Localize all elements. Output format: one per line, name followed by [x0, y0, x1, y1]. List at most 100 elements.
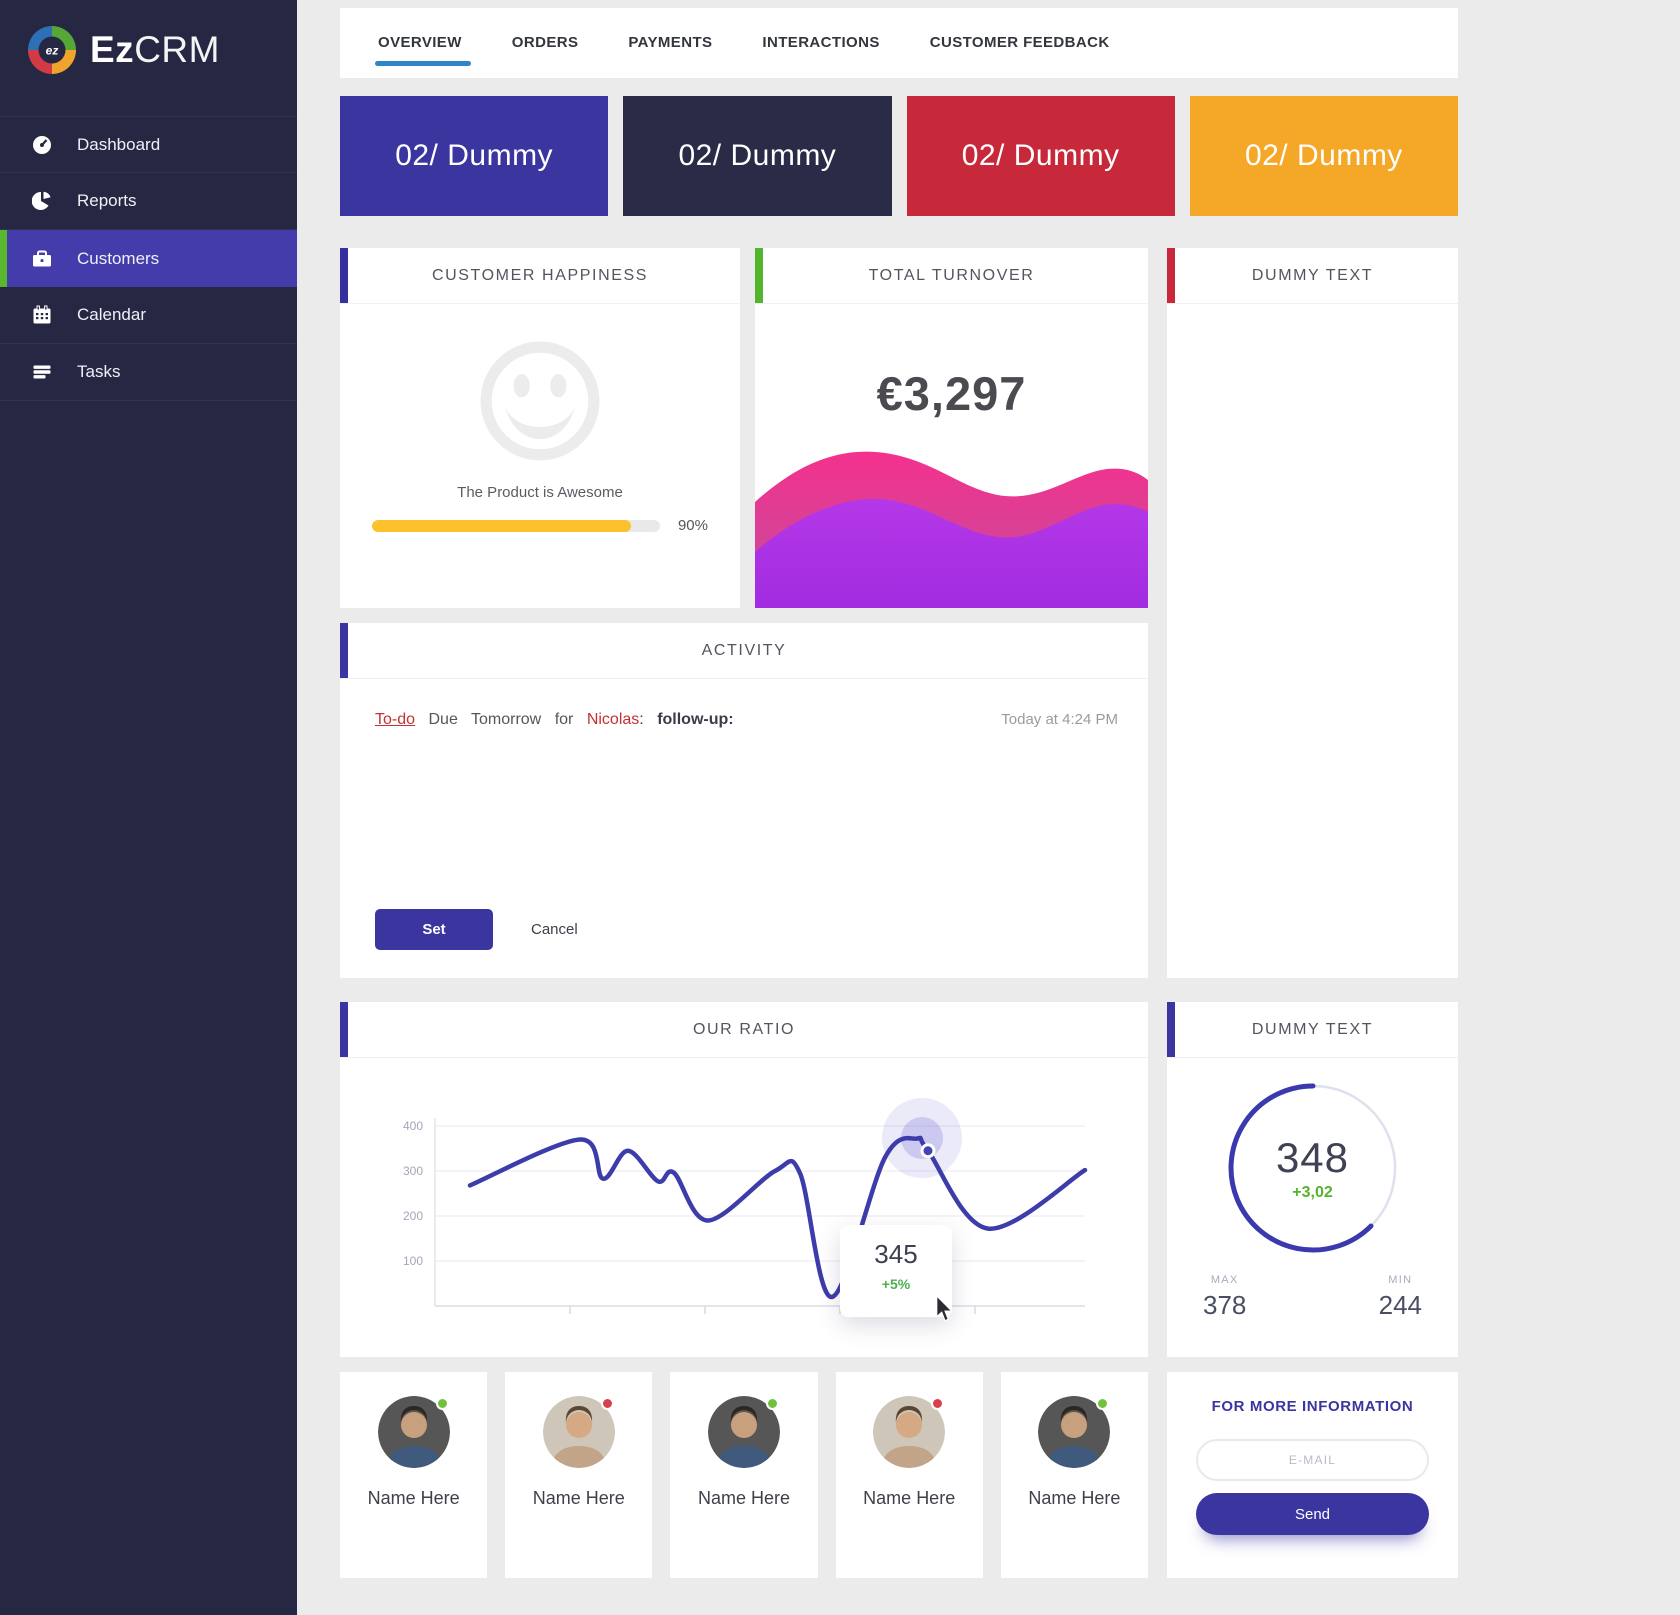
tab-overview[interactable]: OVERVIEW: [375, 8, 471, 78]
tab-interactions[interactable]: INTERACTIONS: [762, 34, 880, 51]
entry-task: follow-up:: [657, 711, 734, 728]
entry-separator: :: [639, 711, 644, 728]
card-header: DUMMY TEXT: [1167, 1002, 1458, 1058]
total-turnover-card: TOTAL TURNOVER €3,297: [755, 248, 1148, 608]
y-tick-label: 300: [403, 1164, 423, 1178]
dummy-text-card: DUMMY TEXT: [1167, 248, 1458, 978]
gauge-value: 348: [1275, 1134, 1350, 1181]
customers-icon: [32, 249, 52, 269]
main-area: OVERVIEW ORDERS PAYMENTS INTERACTIONS CU…: [297, 0, 1680, 1578]
sidebar: EzCRM Dashboard Reports Customers Cale: [0, 0, 297, 1615]
card-title: OUR RATIO: [692, 1021, 796, 1038]
gauge-min-value: 244: [1378, 1290, 1422, 1320]
ratio-marker-dot: [920, 1143, 936, 1159]
accent-bar: [1167, 248, 1175, 303]
y-tick-label: 400: [403, 1119, 423, 1133]
calendar-icon: [32, 305, 52, 325]
ezcrm-logo-icon: [28, 26, 76, 74]
stat-card[interactable]: 02/ Dummy: [340, 96, 609, 216]
sidebar-item-dashboard[interactable]: Dashboard: [0, 116, 297, 173]
status-dot: [1096, 1397, 1110, 1410]
contact-card[interactable]: Name Here: [1000, 1372, 1148, 1578]
gauge-delta: +3,02: [1292, 1184, 1333, 1201]
tab-payments[interactable]: PAYMENTS: [628, 34, 713, 51]
brand-light: CRM: [134, 29, 220, 70]
set-button[interactable]: Set: [375, 909, 493, 950]
contact-name: Name Here: [697, 1488, 790, 1508]
activity-card: ACTIVITY To-do Due Tomorrow for Nicolas:…: [340, 623, 1148, 978]
email-input[interactable]: [1196, 1439, 1429, 1481]
gauge-max-label: MAX: [1210, 1274, 1239, 1286]
tab-bar: OVERVIEW ORDERS PAYMENTS INTERACTIONS CU…: [340, 8, 1458, 78]
activity-entry: To-do Due Tomorrow for Nicolas: follow-u…: [340, 679, 1148, 729]
mouse-cursor-icon: [936, 1296, 954, 1322]
stat-card[interactable]: 02/ Dummy: [623, 96, 892, 216]
sidebar-item-label: Dashboard: [77, 134, 161, 154]
activity-timestamp: Today at 4:24 PM: [1001, 711, 1118, 728]
progress-percent-label: 90%: [677, 517, 708, 534]
status-dot: [435, 1397, 449, 1410]
todo-link[interactable]: To-do: [375, 711, 416, 728]
card-title: ACTIVITY: [701, 642, 787, 659]
chart-tooltip: 345 +5%: [840, 1225, 952, 1317]
contact-card[interactable]: Name Here: [505, 1372, 653, 1578]
contact-card[interactable]: Name Here: [835, 1372, 983, 1578]
card-title: DUMMY TEXT: [1251, 267, 1374, 284]
card-title: CUSTOMER HAPPINESS: [431, 267, 649, 284]
tab-orders[interactable]: ORDERS: [511, 34, 579, 51]
card-header: CUSTOMER HAPPINESS: [340, 248, 740, 304]
ratio-chart-area: 400 300 200 100 345 +5%: [340, 1058, 1148, 1359]
ratio-line-chart: 400 300 200 100: [403, 1098, 1088, 1314]
contact-card[interactable]: Name Here: [340, 1372, 488, 1578]
app-logo: EzCRM: [0, 0, 297, 74]
contact-card[interactable]: Name Here: [670, 1372, 818, 1578]
sidebar-item-calendar[interactable]: Calendar: [0, 287, 297, 344]
happiness-progress: 90%: [372, 517, 708, 534]
sidebar-item-label: Customers: [77, 248, 160, 268]
sidebar-item-label: Tasks: [77, 362, 121, 381]
y-tick-label: 200: [403, 1209, 423, 1223]
tasks-icon: [32, 362, 52, 382]
status-dot: [765, 1397, 779, 1410]
progress-track: [372, 519, 660, 532]
smiley-icon: [480, 341, 600, 461]
stat-card[interactable]: 02/ Dummy: [906, 96, 1175, 216]
contact-name: Name Here: [367, 1488, 460, 1508]
info-card: FOR MORE INFORMATION Send: [1167, 1372, 1458, 1578]
info-title: FOR MORE INFORMATION: [1211, 1398, 1414, 1415]
reports-icon: [32, 191, 52, 211]
contact-name: Name Here: [863, 1488, 956, 1508]
tooltip-value: 345: [874, 1239, 918, 1269]
y-tick-label: 100: [403, 1254, 423, 1268]
entry-for: for: [554, 711, 574, 728]
ratio-line: [467, 1135, 1088, 1300]
gauge-max-value: 378: [1203, 1290, 1247, 1320]
sidebar-item-reports[interactable]: Reports: [0, 173, 297, 230]
send-button[interactable]: Send: [1196, 1493, 1429, 1535]
accent-bar: [755, 248, 763, 303]
happiness-caption: The Product is Awesome: [457, 484, 623, 501]
turnover-wave-chart: [755, 451, 1148, 608]
card-header: ACTIVITY: [340, 623, 1148, 679]
status-dot: [600, 1397, 614, 1410]
entry-person[interactable]: Nicolas: [586, 711, 640, 728]
brand-bold: Ez: [90, 29, 135, 70]
gauge-minmax: MAX 378 MIN 244: [1167, 1274, 1458, 1321]
card-title: TOTAL TURNOVER: [868, 267, 1035, 284]
entry-when: Tomorrow: [471, 711, 542, 728]
sidebar-item-tasks[interactable]: Tasks: [0, 344, 297, 401]
stat-card[interactable]: 02/ Dummy: [1189, 96, 1458, 216]
sidebar-item-customers[interactable]: Customers: [0, 230, 297, 287]
tab-customer-feedback[interactable]: CUSTOMER FEEDBACK: [929, 34, 1110, 51]
card-header: OUR RATIO: [340, 1002, 1148, 1058]
gauge-min-label: MIN: [1388, 1274, 1413, 1286]
cancel-button[interactable]: Cancel: [531, 921, 578, 938]
card-title: DUMMY TEXT: [1251, 1021, 1374, 1038]
entry-due: Due: [428, 711, 458, 728]
accent-bar: [1167, 1002, 1175, 1057]
brand-title: EzCRM: [90, 29, 220, 71]
status-dot: [931, 1397, 945, 1410]
our-ratio-card: OUR RATIO: [340, 1002, 1148, 1357]
turnover-amount: €3,297: [876, 367, 1027, 420]
contact-name: Name Here: [532, 1488, 625, 1508]
